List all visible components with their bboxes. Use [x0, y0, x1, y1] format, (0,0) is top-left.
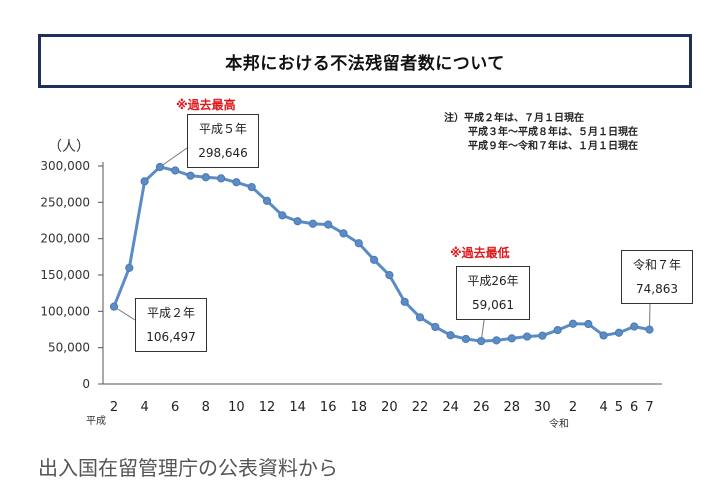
callout-era: 令和７年: [632, 258, 681, 272]
record-high-label: ※過去最高: [176, 98, 236, 112]
chart-title: 本邦における不法残留者数について: [225, 53, 505, 74]
era-label-heisei: 平成: [86, 416, 106, 427]
callout-era: 平成５年: [198, 122, 247, 136]
callout-heisei-26: 平成26年 59,061: [456, 266, 530, 320]
x-tick-label: 4: [140, 400, 148, 415]
x-tick-label: 8: [202, 400, 210, 415]
x-tick-label: 4: [599, 400, 607, 415]
note-line: 注）平成２年は、７月１日現在: [444, 113, 584, 124]
data-point: [324, 220, 333, 229]
callout-value: 298,646: [198, 146, 248, 160]
x-tick-label: 12: [259, 400, 276, 415]
callout-value: 74,863: [636, 282, 678, 296]
data-point: [645, 325, 654, 334]
callout-connector: [113, 306, 136, 321]
data-point: [140, 177, 149, 186]
callout-reiwa-7: 令和７年 74,863: [621, 250, 693, 304]
data-point: [614, 328, 624, 337]
data-point: [354, 239, 363, 248]
data-point: [568, 319, 578, 328]
data-point: [155, 162, 164, 172]
callout-connector: [159, 147, 188, 168]
x-tick-label: 5: [615, 400, 623, 415]
plot-background: [38, 104, 692, 434]
y-tick-label: 0: [82, 377, 90, 391]
data-point: [308, 219, 317, 228]
x-tick-label: 2: [569, 400, 577, 415]
data-point: [584, 319, 593, 329]
data-point: [523, 332, 532, 341]
data-point: [599, 331, 608, 340]
data-point: [109, 302, 119, 311]
data-point: [507, 334, 516, 343]
callout-heisei-2: 平成２年 106,497: [135, 298, 207, 352]
chart-title-box: 本邦における不法残留者数について: [38, 34, 692, 88]
callout-era: 平成２年: [146, 306, 195, 320]
data-point: [247, 182, 256, 192]
data-point: [538, 331, 547, 340]
callout-era: 平成26年: [467, 274, 519, 288]
source-caption: 出入国在留管理庁の公表資料から: [38, 456, 338, 480]
x-tick-label: 6: [171, 400, 179, 415]
data-point: [278, 211, 287, 220]
x-tick-label: 14: [289, 400, 306, 415]
callout-value: 59,061: [472, 298, 514, 312]
data-point: [415, 313, 425, 322]
data-point: [339, 229, 348, 238]
chart-panel: 本邦における不法残留者数について: [8, 8, 710, 436]
note-line: 平成９年～令和７年は、１月１日現在: [468, 141, 638, 152]
data-point: [630, 322, 639, 331]
data-point: [385, 271, 394, 280]
record-low-label: ※過去最低: [450, 246, 510, 260]
data-point: [370, 255, 379, 264]
x-tick-label: 28: [504, 400, 521, 415]
y-axis-unit: （人）: [48, 139, 90, 155]
x-tick-label: 18: [351, 400, 368, 415]
data-point: [446, 331, 455, 340]
data-point: [461, 334, 470, 344]
x-tick-label: 7: [645, 400, 653, 415]
data-point: [171, 166, 180, 175]
data-point: [186, 171, 195, 180]
x-tick-label: 26: [473, 400, 490, 415]
y-tick-label: 200,000: [40, 232, 90, 246]
y-tick-label: 150,000: [40, 268, 90, 282]
data-point: [553, 325, 562, 335]
callout-connector: [649, 301, 651, 330]
x-tick-label: 30: [534, 400, 551, 415]
x-tick-label: 10: [228, 400, 245, 415]
x-tick-label: 6: [630, 400, 638, 415]
data-point: [400, 297, 409, 306]
data-point: [262, 196, 272, 205]
note-line: 平成３年～平成８年は、５月１日現在: [468, 127, 638, 138]
chart-note: 注）平成２年は、７月１日現在 平成３年～平成８年は、５月１日現在 平成９年～令和…: [444, 112, 638, 154]
y-tick-label: 50,000: [48, 341, 90, 355]
data-point: [201, 173, 210, 182]
y-tick-label: 250,000: [40, 195, 90, 209]
callout-heisei-5: 平成５年 298,646: [187, 114, 259, 168]
x-tick-label: 22: [412, 400, 429, 415]
data-point: [477, 336, 486, 346]
data-point: [232, 178, 241, 187]
y-tick-label: 300,000: [40, 159, 90, 173]
callout-value: 106,497: [146, 330, 196, 344]
x-tick-label: 20: [381, 400, 398, 415]
y-tick-label: 100,000: [40, 304, 90, 318]
era-label-reiwa: 令和: [549, 419, 569, 430]
data-point: [125, 263, 134, 272]
data-point: [492, 336, 501, 345]
x-tick-label: 24: [442, 400, 459, 415]
x-tick-label: 16: [320, 400, 337, 415]
x-tick-label: 2: [110, 400, 118, 415]
data-point: [217, 174, 226, 183]
data-point: [431, 322, 440, 332]
data-point: [293, 217, 302, 226]
